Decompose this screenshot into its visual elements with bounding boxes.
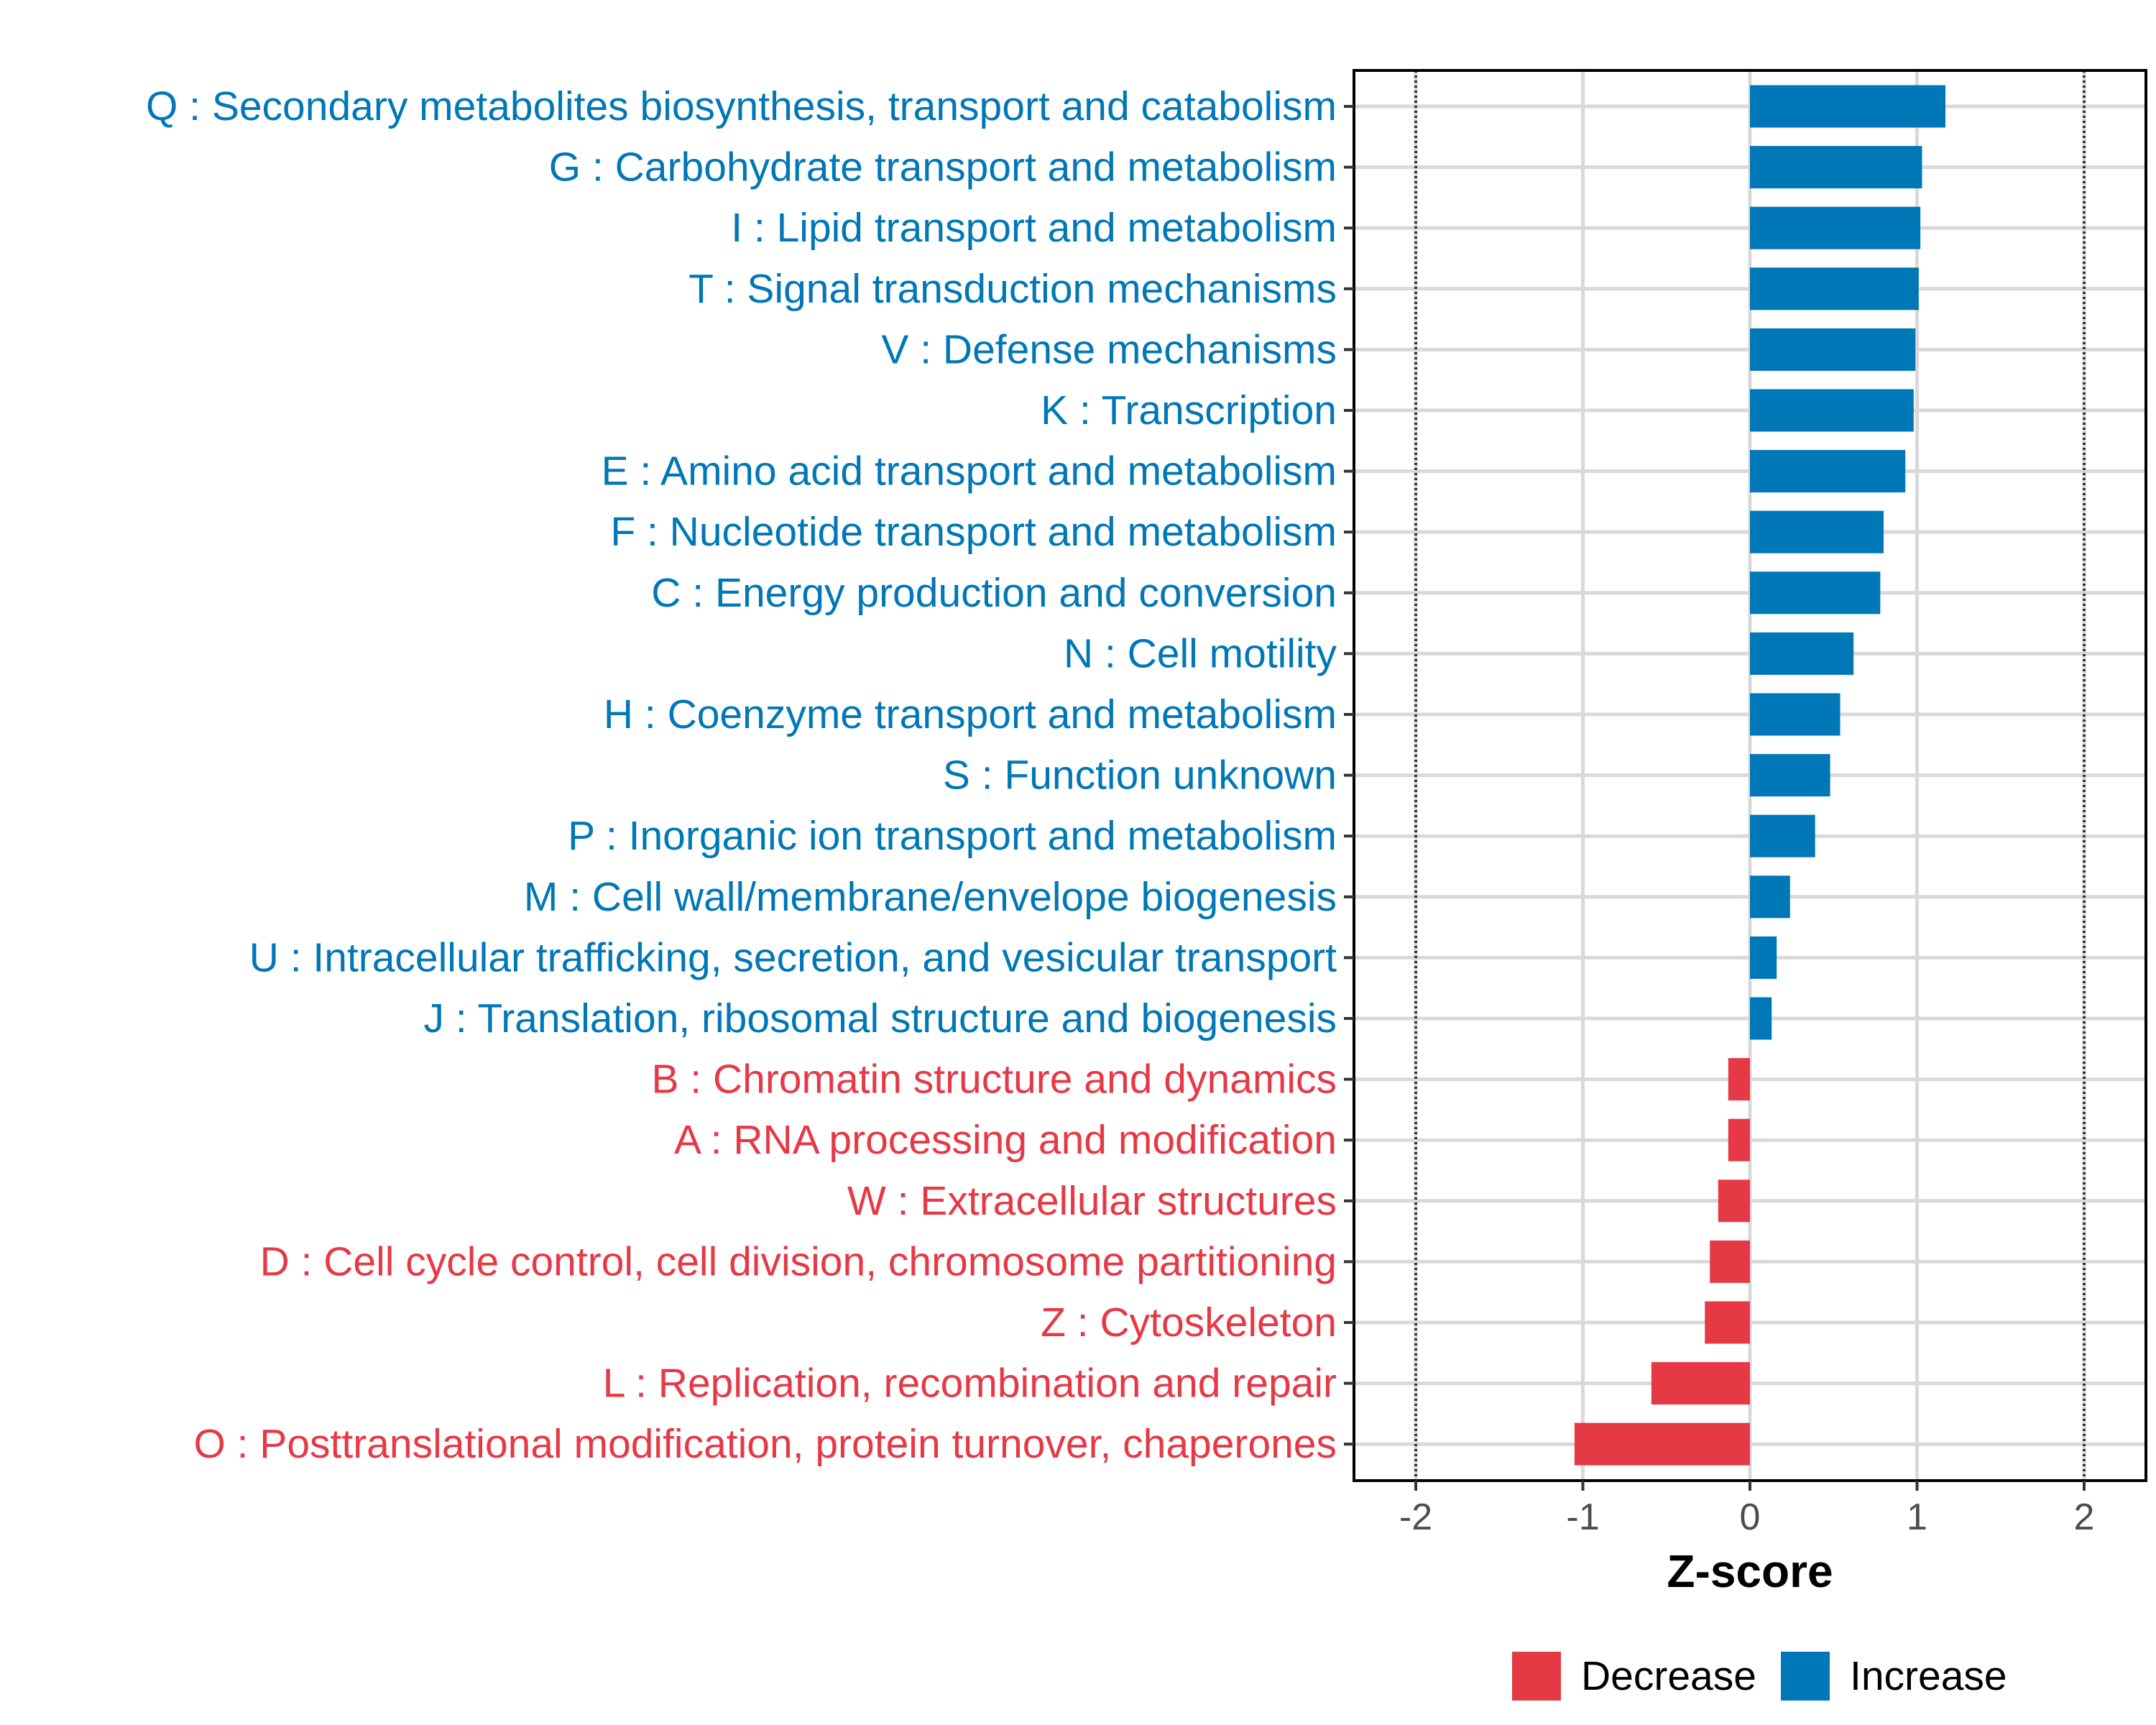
category-label: G : Carbohydrate transport and metabolis… xyxy=(549,144,1337,190)
bar xyxy=(1750,814,1815,857)
category-label: H : Coenzyme transport and metabolism xyxy=(604,691,1337,737)
category-label: S : Function unknown xyxy=(943,753,1337,799)
category-label: A : RNA processing and modification xyxy=(674,1117,1337,1163)
category-label: U : Intracellular trafficking, secretion… xyxy=(249,934,1337,980)
bar xyxy=(1750,997,1772,1040)
y-axis: Q : Secondary metabolites biosynthesis, … xyxy=(146,83,1354,1467)
bar xyxy=(1750,450,1906,493)
category-label: J : Translation, ribosomal structure and… xyxy=(424,995,1337,1041)
x-tick-label: 2 xyxy=(2074,1496,2095,1538)
legend: Decrease Increase xyxy=(1512,1652,2007,1701)
bar xyxy=(1750,510,1884,553)
bar xyxy=(1750,267,1919,310)
category-label: N : Cell motility xyxy=(1064,630,1337,676)
category-label: C : Energy production and conversion xyxy=(651,570,1337,616)
category-label: M : Cell wall/membrane/envelope biogenes… xyxy=(524,874,1337,920)
bar xyxy=(1750,328,1916,371)
x-tick-label: 1 xyxy=(1907,1496,1927,1538)
category-label: W : Extracellular structures xyxy=(847,1178,1337,1224)
legend-swatch xyxy=(1781,1652,1830,1701)
legend-item-increase: Increase xyxy=(1781,1652,2007,1701)
category-label: K : Transcription xyxy=(1041,387,1337,433)
legend-item-decrease: Decrease xyxy=(1512,1652,1756,1701)
bar xyxy=(1750,875,1790,919)
legend-label: Increase xyxy=(1850,1653,2007,1699)
bar xyxy=(1750,389,1914,432)
bar xyxy=(1718,1179,1750,1223)
legend-swatch xyxy=(1512,1652,1561,1701)
category-label: D : Cell cycle control, cell division, c… xyxy=(260,1238,1337,1284)
category-label: Z : Cytoskeleton xyxy=(1041,1300,1337,1346)
x-tick-label: -2 xyxy=(1399,1496,1432,1538)
category-label: I : Lipid transport and metabolism xyxy=(731,205,1337,251)
bar xyxy=(1710,1240,1750,1283)
category-label: V : Defense mechanisms xyxy=(881,326,1337,372)
category-label: O : Posttranslational modification, prot… xyxy=(193,1421,1337,1467)
bar xyxy=(1705,1301,1750,1344)
bar xyxy=(1750,206,1921,249)
category-label: Q : Secondary metabolites biosynthesis, … xyxy=(146,83,1337,129)
bar xyxy=(1728,1118,1750,1162)
category-label: L : Replication, recombination and repai… xyxy=(603,1361,1337,1407)
category-label: B : Chromatin structure and dynamics xyxy=(651,1057,1337,1103)
bar xyxy=(1750,632,1854,675)
x-axis: -2 -1 0 1 2 xyxy=(1399,1481,2095,1538)
category-label: F : Nucleotide transport and metabolism xyxy=(610,509,1337,555)
bar xyxy=(1750,936,1777,979)
category-label: E : Amino acid transport and metabolism xyxy=(602,448,1337,494)
bar-series xyxy=(1574,85,1946,1466)
bar xyxy=(1651,1362,1750,1405)
x-axis-title: Z-score xyxy=(1667,1545,1833,1597)
category-label: P : Inorganic ion transport and metaboli… xyxy=(568,813,1337,859)
x-tick-label: -1 xyxy=(1566,1496,1599,1538)
bar xyxy=(1574,1422,1750,1466)
bar xyxy=(1750,146,1922,189)
bar xyxy=(1750,754,1830,797)
x-tick-label: 0 xyxy=(1740,1496,1761,1538)
bar xyxy=(1750,85,1946,128)
bar xyxy=(1750,571,1881,615)
bar xyxy=(1750,693,1841,736)
legend-label: Decrease xyxy=(1581,1653,1756,1699)
bar xyxy=(1728,1058,1750,1101)
category-label: T : Signal transduction mechanisms xyxy=(688,266,1337,312)
